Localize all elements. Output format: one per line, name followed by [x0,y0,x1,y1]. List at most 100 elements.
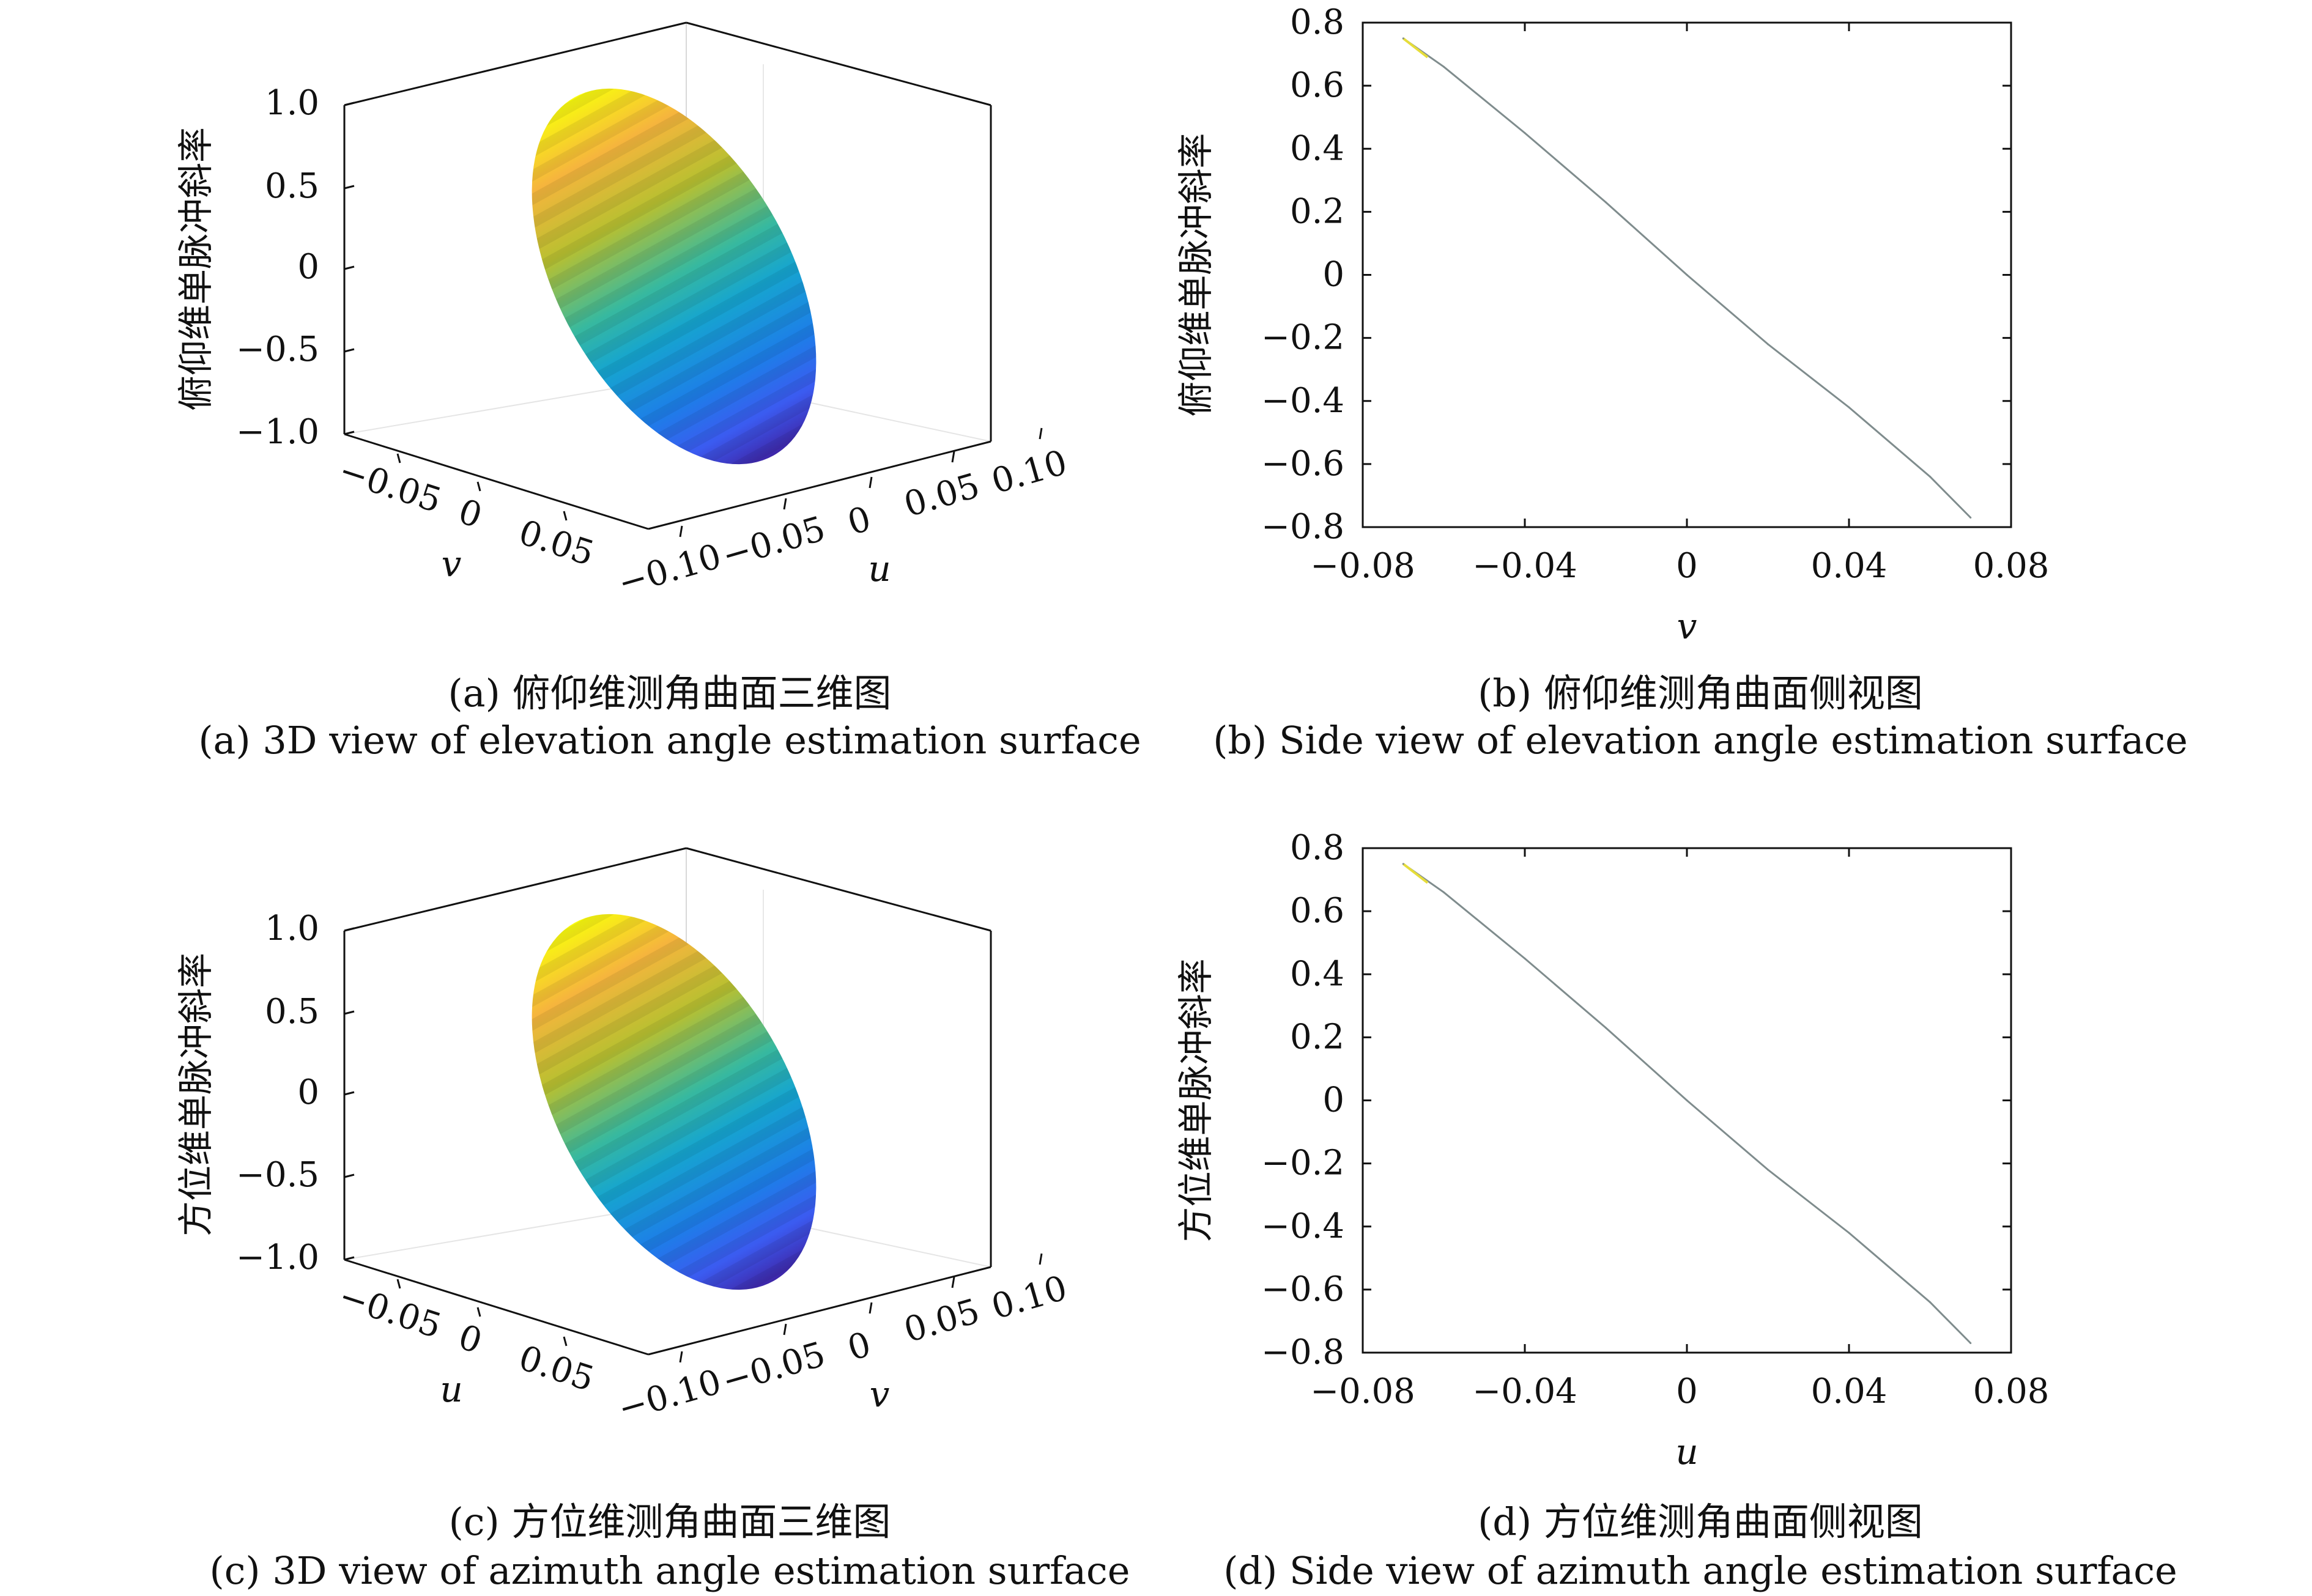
z-tick-label: −0.5 [236,1155,319,1195]
right-axis-tick-label: −0.10 [613,536,725,604]
series-line-highlight [1402,863,1429,884]
z-tick-label: 0.5 [265,166,319,206]
z-tick [344,430,355,435]
caption-cn-b: (b) 俯仰维测角曲面侧视图 [1478,671,1923,715]
right-axis-label: v [870,1373,890,1415]
left-axis-tick-label: 0 [454,1317,487,1362]
right-axis-tick [869,1302,873,1314]
data-point [1605,1027,1607,1029]
z-tick [344,185,355,190]
z-tick-label: 1.0 [265,909,319,948]
right-axis-tick-label: 0.05 [900,466,984,525]
x-tick-label: 0.04 [1811,1372,1888,1411]
series-line-highlight [1402,37,1429,59]
left-axis-tick [396,1279,401,1289]
y-tick-label: 0 [1322,255,1344,295]
axis-box-edge [344,21,687,106]
x-tick-label: 0 [1676,546,1698,586]
axis-box-edge [648,440,991,530]
right-axis-tick [951,451,955,463]
x-axis-label: v [1677,605,1697,647]
right-axis-tick-label: 0.05 [900,1291,984,1351]
right-axis-tick-label: −0.10 [613,1362,725,1429]
data-point [1443,891,1445,893]
z-tick-label: 0.5 [265,992,319,1032]
y-tick-label: −0.4 [1261,1206,1344,1246]
y-tick-label: −0.8 [1261,1332,1344,1372]
x-tick-label: 0.08 [1973,1372,2050,1411]
data-point [1848,406,1850,408]
right-axis-tick [783,498,787,510]
right-axis-tick [1039,427,1043,440]
caption-cn-a: (a) 俯仰维测角曲面三维图 [448,671,891,715]
data-point [1969,1342,1972,1345]
data-point [1402,37,1404,40]
y-tick-label: −0.4 [1261,381,1344,421]
z-tick [344,1010,355,1015]
right-axis-tick-label: −0.05 [717,1334,829,1402]
data-point [1767,1169,1769,1171]
y-tick-label: 0.2 [1290,191,1344,231]
data-point [1969,517,1972,519]
x-tick-label: −0.04 [1472,546,1577,586]
x-tick-label: 0.08 [1973,546,2050,586]
z-tick [344,1256,355,1261]
series-line [1402,37,1971,519]
right-axis-tick [679,525,683,538]
data-point [1524,131,1526,134]
right-axis-tick-label: 0.10 [987,443,1072,502]
y-tick-label: −0.6 [1261,1269,1344,1309]
data-point [1686,1099,1688,1101]
right-axis-tick-label: 0.10 [987,1268,1072,1328]
y-tick-label: −0.6 [1261,444,1344,484]
z-tick [344,927,355,932]
axis-box-edge [344,1258,649,1356]
data-point [1767,343,1769,345]
z-tick-label: 1.0 [265,83,319,123]
z-tick [344,265,355,270]
left-axis-label: u [440,1369,462,1410]
z-axis-label: 俯仰维单脉冲斜率 [175,127,217,411]
caption-cn-c: (c) 方位维测角曲面三维图 [449,1499,891,1544]
right-axis-tick-label: 0 [843,1324,875,1369]
data-point [1402,863,1404,865]
left-axis-tick [476,481,481,492]
z-tick [344,1173,355,1178]
left-axis-tick [476,1307,481,1317]
right-axis-tick-label: −0.05 [717,509,829,576]
data-point [1929,476,1931,478]
axis-box-edge [686,847,991,932]
z-tick [344,348,355,353]
left-axis-tick-label: 0.05 [514,1338,599,1399]
axis-box-edge [686,21,991,106]
x-axis-label: u [1675,1431,1698,1472]
surface-shading [532,914,817,1290]
y-tick-label: 0.4 [1290,128,1344,168]
z-tick [344,102,355,106]
z-tick-label: 0 [297,247,319,287]
axis-box-edge [648,1266,991,1356]
y-tick-label: −0.8 [1261,507,1344,547]
x-tick-label: −0.08 [1310,546,1415,586]
data-point [1605,201,1607,204]
data-point [1929,1301,1931,1303]
z-tick-label: −1.0 [236,412,319,452]
y-tick-label: −0.2 [1261,318,1344,358]
y-axis-label: 方位维单脉冲斜率 [1175,958,1217,1242]
left-axis-tick-label: 0.05 [514,512,599,574]
data-point [1524,957,1526,959]
y-tick-label: 0 [1322,1081,1344,1120]
caption-en-c: (c) 3D view of azimuth angle estimation … [210,1548,1130,1593]
right-axis-tick [1039,1253,1043,1265]
z-tick-label: 0 [297,1073,319,1112]
right-axis-tick-label: 0 [843,499,875,543]
y-tick-label: 0.2 [1290,1017,1344,1057]
right-axis-tick [679,1351,683,1363]
axis-box-edge [344,847,687,932]
x-tick-label: 0 [1676,1372,1698,1411]
z-tick [344,1091,355,1096]
surface-shading [532,88,817,465]
x-tick-label: 0.04 [1811,546,1888,586]
